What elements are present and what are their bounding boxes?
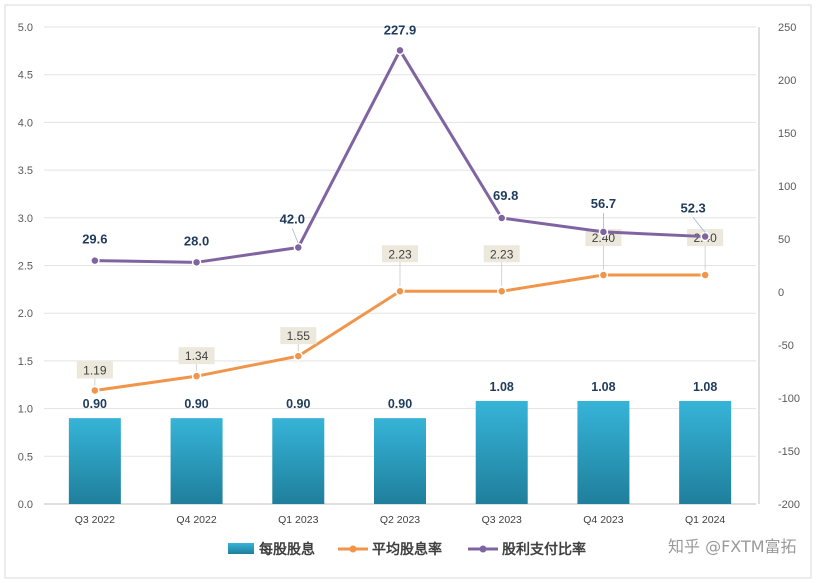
legend-label-dividend-per-share: 每股股息 bbox=[259, 541, 315, 558]
left-axis-tick-label: 1.5 bbox=[18, 356, 33, 368]
category-label: Q2 2023 bbox=[380, 514, 420, 526]
ratio-data-label: 56.7 bbox=[591, 196, 616, 211]
right-axis-tick-label: -150 bbox=[778, 446, 800, 458]
left-axis-tick-label: 4.0 bbox=[18, 117, 33, 129]
right-axis-tick-label: 250 bbox=[778, 22, 796, 34]
ratio-data-label: 28.0 bbox=[184, 233, 209, 248]
legend: 每股股息 平均股息率 股利支付比率 bbox=[228, 541, 586, 558]
legend-bar-swatch bbox=[228, 543, 254, 554]
yield-point bbox=[598, 270, 609, 280]
yield-point bbox=[90, 385, 100, 396]
bar-data-label: 0.90 bbox=[83, 397, 107, 411]
ratio-point bbox=[496, 213, 507, 223]
yield-point bbox=[191, 371, 202, 381]
right-axis-tick-label: 100 bbox=[778, 181, 796, 193]
right-axis-tick-label: 200 bbox=[778, 75, 796, 87]
left-axis-tick-label: 0.0 bbox=[18, 499, 33, 511]
right-axis-tick-label: -100 bbox=[778, 393, 800, 405]
yield-label-box bbox=[178, 347, 215, 365]
category-label: Q3 2023 bbox=[482, 514, 522, 526]
yield-label-box bbox=[76, 361, 113, 379]
left-axis-tick-label: 5.0 bbox=[18, 22, 33, 34]
yield-point bbox=[700, 270, 710, 280]
right-y-axis: -200 -150 -100 -50 0 50 100 150 200 250 bbox=[758, 22, 800, 511]
bar bbox=[374, 418, 426, 504]
bar bbox=[68, 418, 121, 504]
yield-label-box bbox=[280, 327, 317, 345]
bar bbox=[272, 418, 325, 504]
ratio-data-label: 69.8 bbox=[493, 188, 518, 203]
bar bbox=[170, 418, 223, 504]
right-axis-tick-label: -50 bbox=[778, 340, 794, 352]
bar-data-label: 0.90 bbox=[286, 397, 310, 411]
right-axis-tick-label: -200 bbox=[778, 499, 800, 511]
ratio-point bbox=[395, 45, 405, 56]
legend-yield-marker bbox=[349, 545, 357, 553]
category-label: Q1 2024 bbox=[685, 514, 725, 526]
bar-data-label: 0.90 bbox=[184, 397, 208, 411]
ratio-point bbox=[293, 242, 304, 253]
watermark: 知乎 @FXTM富拓 bbox=[668, 537, 797, 556]
ratio-data-label: 52.3 bbox=[680, 201, 705, 216]
bar-data-label: 1.08 bbox=[693, 380, 717, 394]
ratio-point bbox=[598, 227, 609, 237]
ratio-label-leader bbox=[291, 228, 299, 244]
right-axis-tick-label: 50 bbox=[778, 234, 790, 246]
left-axis-tick-label: 1.0 bbox=[18, 404, 33, 416]
bar bbox=[679, 400, 732, 504]
bar-series: 0.90 0.90 0.90 0.90 1.08 1.08 1.08 bbox=[68, 380, 732, 504]
payout-ratio-line-series: 29.6 28.0 42.0 227.9 69.8 56.7 52.3 bbox=[82, 22, 710, 268]
yield-point bbox=[496, 286, 507, 297]
left-axis-tick-label: 3.5 bbox=[18, 165, 33, 177]
left-axis-tick-label: 3.0 bbox=[18, 213, 33, 225]
ratio-point bbox=[90, 255, 100, 266]
left-y-axis: 0.0 0.5 1.0 1.5 2.0 2.5 3.0 3.5 4.0 4.5 5.0 bbox=[18, 22, 33, 511]
legend-label-payout-ratio: 股利支付比率 bbox=[502, 541, 586, 558]
left-axis-tick-label: 0.5 bbox=[18, 451, 33, 463]
bar bbox=[475, 400, 528, 504]
yield-point bbox=[293, 351, 304, 361]
yield-data-label: 1.55 bbox=[287, 329, 311, 343]
legend-label-average-yield: 平均股息率 bbox=[372, 541, 442, 558]
x-axis-categories: Q3 2022 Q4 2022 Q1 2023 Q2 2023 Q3 2023 Q4 20… bbox=[75, 514, 726, 526]
grid-lines bbox=[44, 26, 756, 505]
bar-data-label: 0.90 bbox=[388, 397, 412, 411]
yield-data-label: 1.19 bbox=[83, 363, 107, 377]
ratio-data-label: 29.6 bbox=[82, 232, 107, 247]
category-label: Q4 2023 bbox=[583, 514, 623, 526]
ratio-data-label: 227.9 bbox=[384, 22, 417, 37]
category-label: Q1 2023 bbox=[278, 514, 318, 526]
bar-data-label: 1.08 bbox=[591, 380, 615, 394]
yield-data-label: 2.23 bbox=[388, 247, 412, 261]
ratio-point bbox=[700, 231, 710, 242]
yield-label-box bbox=[483, 245, 520, 263]
ratio-point bbox=[191, 257, 202, 268]
left-axis-tick-label: 2.0 bbox=[18, 308, 33, 320]
yield-data-label: 2.40 bbox=[592, 231, 616, 245]
yield-label-box bbox=[382, 245, 418, 263]
yield-data-label: 1.34 bbox=[185, 349, 209, 363]
yield-point bbox=[395, 286, 405, 297]
bar-data-label: 1.08 bbox=[490, 380, 514, 394]
right-axis-tick-label: 0 bbox=[778, 287, 784, 299]
ratio-data-label: 42.0 bbox=[280, 211, 305, 226]
category-label: Q4 2022 bbox=[176, 514, 216, 526]
right-axis-tick-label: 150 bbox=[778, 128, 796, 140]
ratio-label-leader bbox=[692, 217, 706, 233]
yield-data-label: 2.23 bbox=[490, 247, 514, 261]
legend-ratio-marker bbox=[479, 545, 487, 553]
bar bbox=[577, 400, 630, 504]
category-label: Q3 2022 bbox=[75, 514, 115, 526]
left-axis-tick-label: 4.5 bbox=[18, 70, 33, 82]
left-axis-tick-label: 2.5 bbox=[18, 261, 33, 273]
